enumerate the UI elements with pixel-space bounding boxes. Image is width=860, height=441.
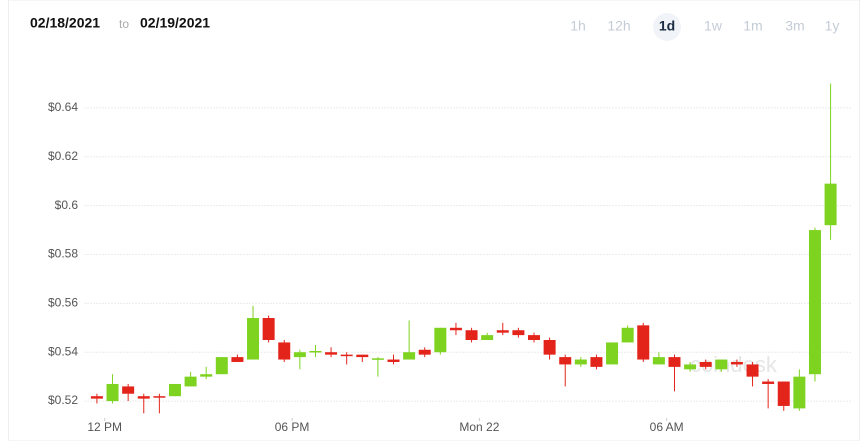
candle-body	[481, 335, 494, 340]
y-tick-label: $0.62	[48, 149, 78, 163]
candle-body	[356, 354, 369, 358]
candle-body	[465, 330, 478, 340]
candle-body	[387, 359, 400, 362]
y-tick-label: $0.6	[55, 198, 79, 212]
range-button[interactable]: 1m	[743, 18, 762, 34]
candle-body	[746, 364, 759, 377]
candle-body	[528, 335, 540, 340]
range-button[interactable]: 12h	[607, 18, 630, 34]
candle-body	[371, 358, 384, 360]
candle-body	[153, 396, 166, 398]
candle-body	[215, 357, 228, 375]
range-button[interactable]: 1h	[570, 18, 586, 34]
y-tick-label: $0.64	[48, 100, 78, 114]
candle-body	[262, 318, 275, 340]
candle-body	[637, 325, 650, 360]
grid: $0.52 $0.54 $0.56 $0.58 $0.6 $0.62 $0.64 12 PM 0…	[48, 100, 852, 434]
range-button[interactable]: 1w	[704, 18, 723, 34]
candle-body	[590, 357, 603, 367]
x-tick-label: 06 PM	[275, 420, 310, 434]
candle-body	[90, 396, 103, 399]
candle-body	[652, 357, 665, 365]
candle-body	[543, 340, 556, 355]
candle-body	[434, 327, 447, 353]
candle-body	[730, 361, 743, 365]
range-button[interactable]: 1d	[659, 18, 675, 34]
candle-body	[824, 183, 837, 226]
candle-body	[793, 376, 806, 409]
date-to: 02/19/2021	[140, 15, 210, 31]
x-tick-label: Mon 22	[459, 420, 499, 434]
candle-body	[403, 352, 416, 360]
candle-body	[684, 364, 697, 370]
y-tick-label: $0.54	[48, 344, 78, 358]
candle-body	[340, 354, 353, 357]
candle-body	[309, 350, 322, 353]
candle-body	[621, 327, 634, 343]
candle-body	[777, 381, 790, 406]
candle-body	[606, 342, 619, 365]
candle-body	[278, 342, 291, 360]
candle-body	[668, 357, 681, 367]
date-to-word: to	[119, 17, 129, 31]
candle-body	[449, 327, 462, 331]
candle-body	[512, 330, 525, 336]
candle-body	[496, 330, 509, 333]
candle-body	[293, 352, 306, 358]
candle-body	[559, 357, 572, 365]
range-button[interactable]: 1y	[825, 18, 840, 34]
candle-body	[122, 386, 135, 394]
candle-body	[574, 359, 587, 365]
range-buttons: 1h 12h 1d 1w 1m 3m 1y	[570, 13, 839, 41]
date-from: 02/18/2021	[30, 15, 100, 31]
candle-body	[247, 318, 260, 360]
candle-body	[762, 381, 775, 384]
x-tick-label: 06 AM	[650, 420, 684, 434]
candle-body	[106, 383, 119, 402]
candle-body	[325, 352, 338, 355]
range-active-bg	[653, 13, 681, 41]
candle-body	[137, 396, 150, 399]
y-tick-label: $0.52	[48, 393, 78, 407]
x-tick-label: 12 PM	[87, 420, 122, 434]
candle-body	[699, 361, 712, 367]
range-button[interactable]: 3m	[785, 18, 804, 34]
plot	[90, 83, 837, 414]
candle-body	[418, 349, 431, 355]
candle-body	[200, 374, 213, 377]
y-tick-label: $0.56	[48, 296, 78, 310]
candle-body	[715, 359, 728, 370]
candle-body	[808, 230, 821, 375]
y-tick-label: $0.58	[48, 247, 78, 261]
candle-body	[184, 376, 197, 387]
candle-body	[231, 357, 244, 362]
candle-body	[168, 383, 181, 397]
